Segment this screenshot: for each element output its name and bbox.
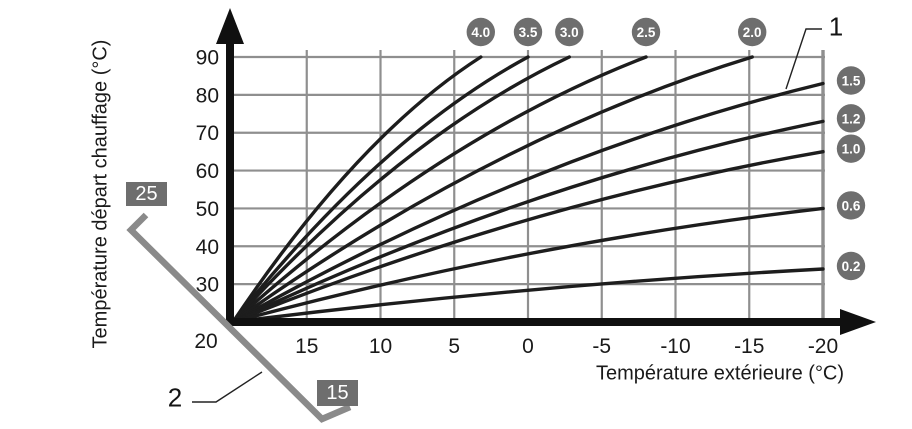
slope-badge-3.5 bbox=[513, 17, 543, 47]
slope-badge-0.2 bbox=[836, 251, 866, 281]
slope-badge-label-3.5: 3.5 bbox=[519, 25, 538, 40]
heating-curve-1.5 bbox=[231, 81, 825, 324]
x-tick-label-5: 5 bbox=[448, 335, 460, 358]
heating-curve-4.0 bbox=[231, 55, 483, 324]
curve-family-callout-label: 1 bbox=[828, 11, 844, 42]
x-tick-label--5: -5 bbox=[592, 335, 611, 358]
y-axis-title: Température départ chauffage (°C) bbox=[89, 39, 112, 349]
heating-curve-1.0 bbox=[231, 149, 825, 324]
x-axis-title: Température extérieure (°C) bbox=[595, 362, 845, 385]
slope-badge-2.0 bbox=[738, 17, 767, 47]
room-temperature-scale-line bbox=[126, 212, 352, 423]
slope-badge-label-0.2: 0.2 bbox=[842, 259, 861, 274]
slope-badge-1.0 bbox=[836, 134, 866, 163]
heating-curve-2.0 bbox=[231, 55, 754, 324]
heating-curve-3.0 bbox=[231, 55, 571, 324]
x-tick-label-20: 20 bbox=[194, 330, 217, 353]
slope-badge-1.2 bbox=[836, 104, 866, 133]
callout-1-leader-line bbox=[785, 28, 822, 90]
x-axis-arrowhead bbox=[840, 309, 876, 335]
slope-badge-label-1.2: 1.2 bbox=[842, 111, 861, 126]
y-tick-label-40: 40 bbox=[196, 236, 219, 259]
x-tick-label--10: -10 bbox=[660, 335, 690, 358]
y-tick-label-60: 60 bbox=[196, 160, 219, 183]
y-tick-label-90: 90 bbox=[196, 47, 219, 70]
callout-2-leader-line bbox=[192, 371, 263, 403]
slope-badge-label-3.0: 3.0 bbox=[560, 25, 579, 40]
room-scale-max-badge: 25 bbox=[126, 182, 167, 206]
slope-badge-1.5 bbox=[836, 66, 866, 95]
heating-curve-0.6 bbox=[231, 206, 825, 324]
heating-curve-2.5 bbox=[231, 55, 648, 324]
x-tick-label--20: -20 bbox=[808, 335, 838, 358]
slope-badge-label-4.0: 4.0 bbox=[471, 25, 490, 40]
slope-badge-label-2.5: 2.5 bbox=[637, 25, 656, 40]
x-tick-label-10: 10 bbox=[369, 335, 392, 358]
room-scale-min-badge: 15 bbox=[317, 380, 358, 406]
slope-badge-label-0.6: 0.6 bbox=[842, 198, 861, 213]
x-tick-label-15: 15 bbox=[295, 335, 318, 358]
slope-badge-label-1.5: 1.5 bbox=[842, 74, 861, 89]
heating-curve-3.5 bbox=[231, 55, 530, 324]
slope-badge-label-2.0: 2.0 bbox=[743, 25, 762, 40]
heating-curve-0.2 bbox=[231, 267, 825, 324]
x-tick-label-0: 0 bbox=[522, 335, 534, 358]
heating-curve-1.2 bbox=[231, 119, 825, 324]
y-tick-label-80: 80 bbox=[196, 84, 219, 107]
slope-badge-3.0 bbox=[555, 17, 584, 47]
x-tick-label--15: -15 bbox=[734, 335, 764, 358]
y-tick-label-70: 70 bbox=[196, 122, 219, 145]
slope-badge-4.0 bbox=[466, 17, 495, 47]
y-tick-label-30: 30 bbox=[196, 274, 219, 297]
room-scale-callout-label: 2 bbox=[167, 382, 183, 413]
y-axis-arrowhead bbox=[216, 8, 244, 44]
slope-badge-2.5 bbox=[631, 17, 661, 47]
y-tick-label-50: 50 bbox=[196, 198, 219, 221]
slope-badge-0.6 bbox=[836, 191, 866, 220]
slope-badge-label-1.0: 1.0 bbox=[842, 142, 861, 157]
